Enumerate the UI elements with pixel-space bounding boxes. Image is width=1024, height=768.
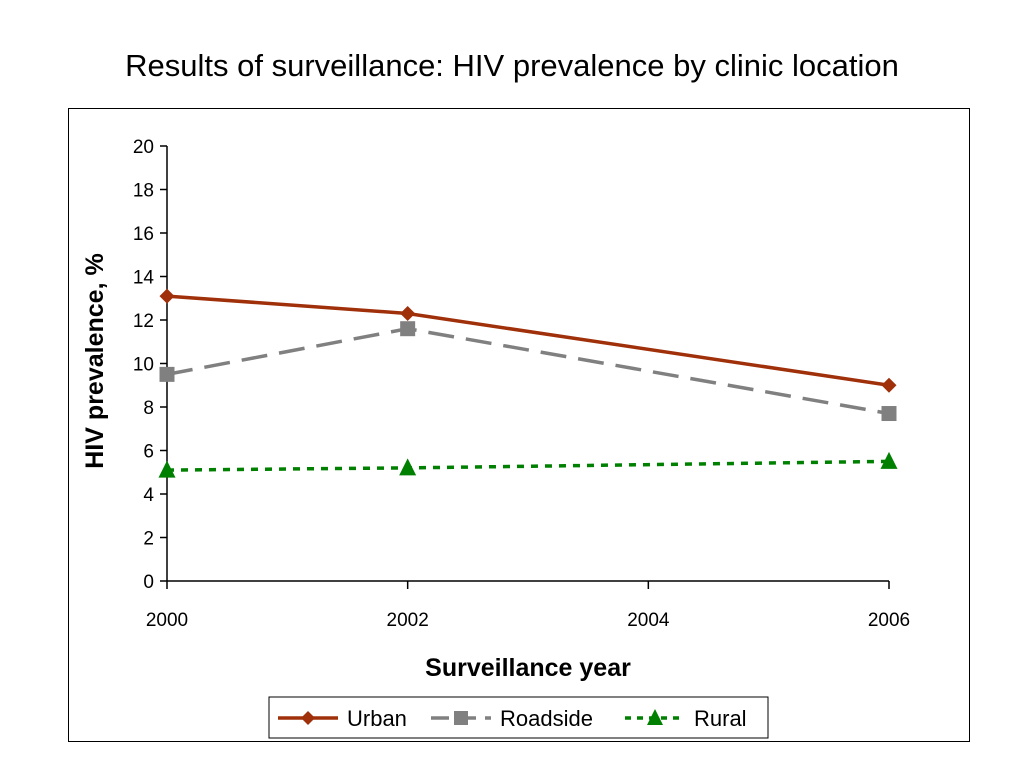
- y-axis-title: HIV prevalence, %: [81, 253, 109, 468]
- series-urban: [159, 288, 897, 393]
- data-point-marker: [881, 406, 897, 422]
- y-tick-label: 4: [143, 485, 154, 506]
- legend-box: [268, 696, 769, 739]
- legend-label: Rural: [694, 706, 747, 731]
- series-roadside: [159, 321, 897, 422]
- axes: 0 2 4 6 8 10 12 14 16 18 20 2000 2002 2004 2006: [133, 137, 910, 631]
- x-tick-label: 2002: [387, 610, 429, 631]
- plot-area: [158, 288, 898, 478]
- y-tick-label: 2: [143, 529, 154, 550]
- data-point-marker: [880, 451, 898, 469]
- data-point-marker: [647, 709, 663, 725]
- data-point-marker: [881, 377, 897, 393]
- chart-frame: [68, 108, 970, 742]
- legend: Urban Roadside Rural: [268, 696, 769, 739]
- series-line-urban: [166, 294, 890, 387]
- legend-label: Urban: [347, 706, 407, 731]
- y-tick-label: 10: [133, 355, 154, 376]
- x-tick-label: 2004: [627, 610, 670, 631]
- data-point-marker: [301, 711, 315, 725]
- data-point-marker: [400, 305, 416, 321]
- y-tick-label: 18: [133, 181, 154, 202]
- x-axis-title: Surveillance year: [425, 654, 631, 682]
- data-point-marker: [159, 366, 175, 382]
- data-point-marker: [159, 288, 175, 304]
- y-tick-label: 14: [133, 268, 155, 289]
- data-point-marker: [400, 321, 416, 337]
- x-tick-label: 2006: [868, 610, 910, 631]
- y-tick-label: 8: [143, 398, 154, 419]
- legend-item-rural: Rural: [625, 706, 747, 731]
- data-point-marker: [399, 458, 417, 476]
- y-tick-label: 6: [143, 442, 154, 463]
- series-line-rural: [166, 459, 890, 472]
- y-tick-label: 20: [133, 137, 154, 158]
- legend-item-urban: Urban: [278, 706, 407, 731]
- chart-title: Results of surveillance: HIV prevalence …: [125, 48, 899, 83]
- series-line-roadside: [166, 326, 890, 416]
- data-point-marker: [158, 460, 176, 478]
- legend-label: Roadside: [500, 706, 593, 731]
- x-tick-label: 2000: [146, 610, 188, 631]
- y-tick-label: 12: [133, 311, 154, 332]
- legend-item-roadside: Roadside: [431, 706, 593, 731]
- series-rural: [158, 451, 898, 478]
- y-tick-label: 0: [143, 572, 154, 593]
- y-tick-label: 16: [133, 224, 154, 245]
- data-point-marker: [454, 711, 468, 725]
